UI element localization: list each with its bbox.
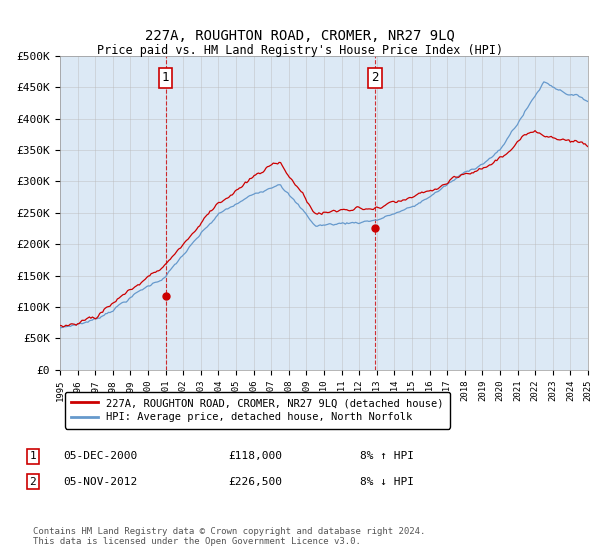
Text: 1: 1 (162, 72, 169, 85)
Text: 2: 2 (29, 477, 37, 487)
Text: 8% ↑ HPI: 8% ↑ HPI (360, 451, 414, 461)
Text: £226,500: £226,500 (228, 477, 282, 487)
Text: 05-DEC-2000: 05-DEC-2000 (63, 451, 137, 461)
Legend: 227A, ROUGHTON ROAD, CROMER, NR27 9LQ (detached house), HPI: Average price, deta: 227A, ROUGHTON ROAD, CROMER, NR27 9LQ (d… (65, 392, 449, 428)
Text: Price paid vs. HM Land Registry's House Price Index (HPI): Price paid vs. HM Land Registry's House … (97, 44, 503, 57)
Text: £118,000: £118,000 (228, 451, 282, 461)
Text: 8% ↓ HPI: 8% ↓ HPI (360, 477, 414, 487)
Text: 2: 2 (371, 72, 379, 85)
Text: 227A, ROUGHTON ROAD, CROMER, NR27 9LQ: 227A, ROUGHTON ROAD, CROMER, NR27 9LQ (145, 29, 455, 44)
Text: Contains HM Land Registry data © Crown copyright and database right 2024.
This d: Contains HM Land Registry data © Crown c… (33, 526, 425, 546)
Text: 1: 1 (29, 451, 37, 461)
Text: 05-NOV-2012: 05-NOV-2012 (63, 477, 137, 487)
